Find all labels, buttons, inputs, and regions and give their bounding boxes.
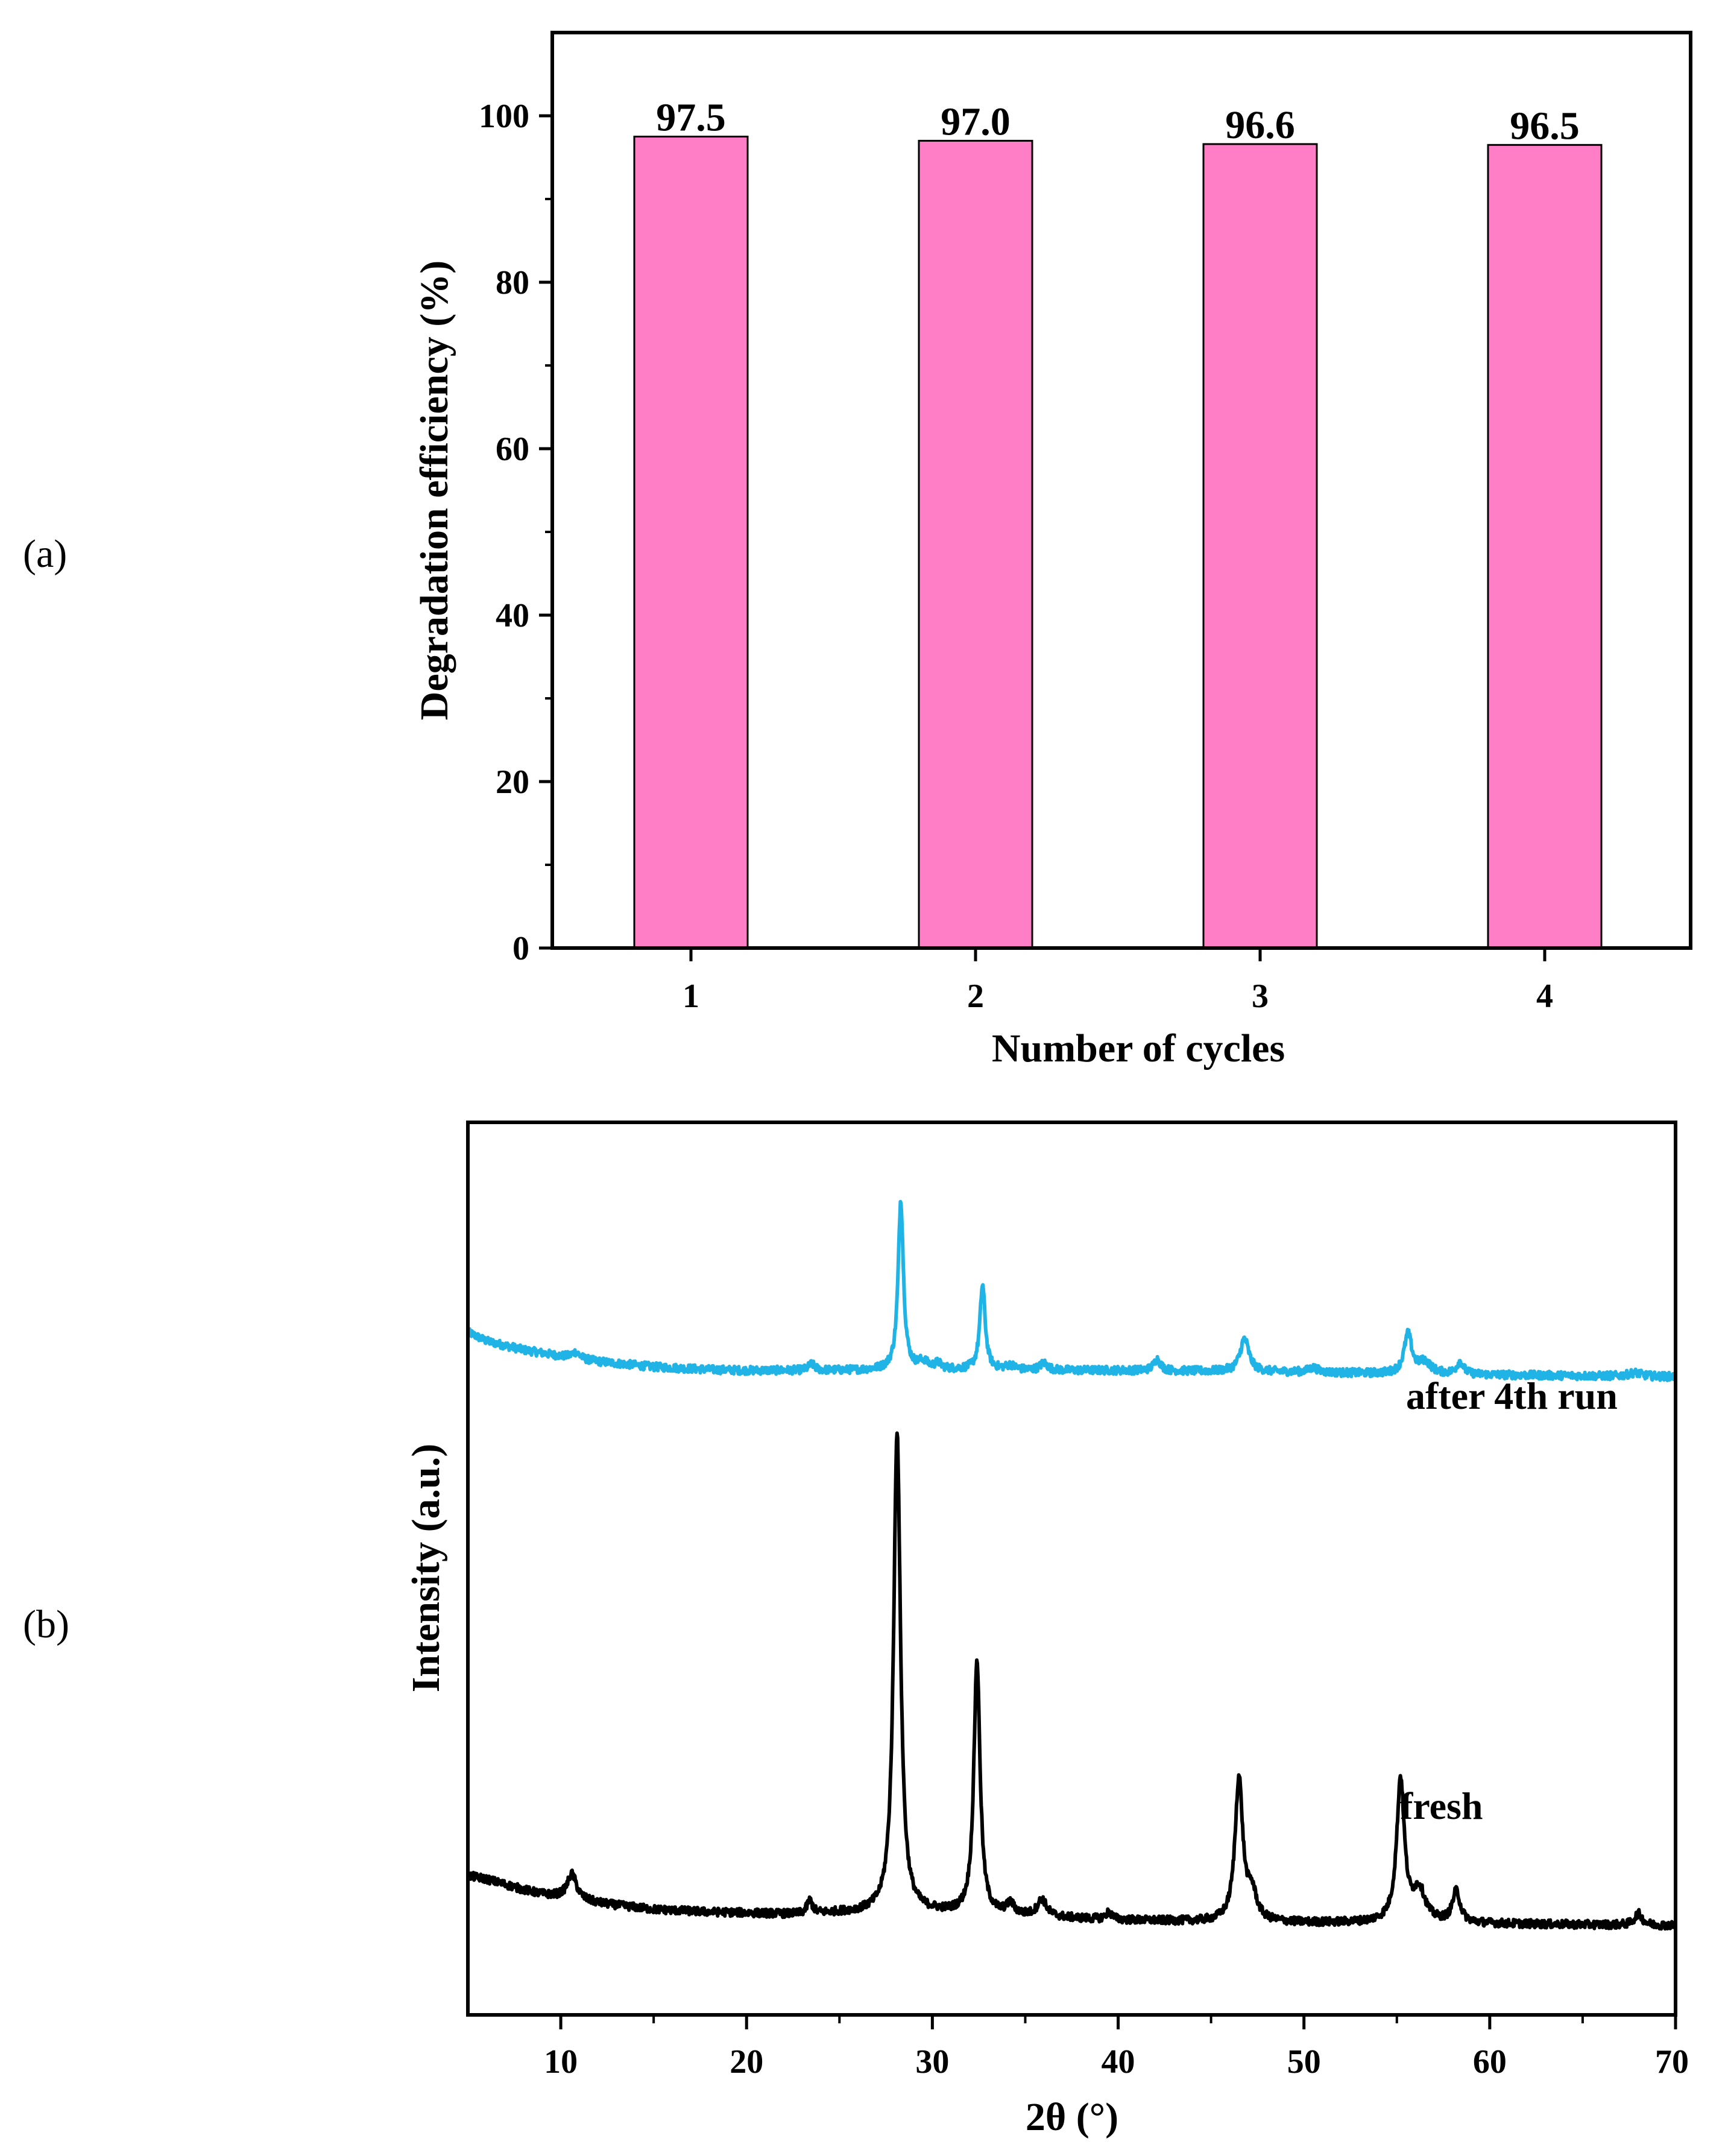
y-tick-label: 60 [496, 431, 529, 468]
bar-chart: 97.5 97.0 96.6 96.5 0 20 40 60 80 100 1 2 3 4 Numbe… [412, 31, 1692, 1070]
bar-cycle-3 [1202, 143, 1318, 949]
y-axis-title: Intensity (a.u.) [404, 1444, 448, 1693]
series-label-after-4th-run: after 4th run [1406, 1374, 1618, 1417]
x-axis-ticks: 10 20 30 40 50 60 70 [544, 2015, 1689, 2081]
y-tick-label: 100 [479, 98, 529, 135]
x-tick-label: 2 [967, 978, 984, 1015]
y-axis-title: Degradation efficiency (%) [412, 261, 456, 720]
x-axis-title: 2θ (°) [1026, 2095, 1118, 2139]
xrd-line-chart: 10 20 30 40 50 60 70 2θ (°) Intensity (a.u.) a… [404, 1121, 1689, 2139]
x-axis-title: Number of cycles [992, 1026, 1285, 1070]
series-line-fresh [466, 1431, 1677, 1931]
x-tick-label: 50 [1287, 2043, 1321, 2081]
x-tick-label: 20 [730, 2043, 763, 2081]
y-tick-label: 0 [512, 930, 529, 967]
panel-b-label: (b) [23, 1602, 69, 1646]
x-axis-ticks: 1 2 3 4 [683, 948, 1553, 1015]
x-tick-label: 70 [1655, 2043, 1689, 2081]
bars-group: 97.5 97.0 96.6 96.5 [633, 96, 1603, 949]
plot-frame [550, 31, 1692, 950]
x-tick-label: 30 [915, 2043, 949, 2081]
bar-cycle-1 [633, 136, 749, 949]
y-tick-label: 80 [496, 264, 529, 302]
x-tick-label: 4 [1536, 978, 1553, 1015]
bar-value-label: 96.6 [1225, 103, 1295, 147]
x-tick-label: 3 [1252, 978, 1269, 1015]
x-tick-label: 60 [1473, 2043, 1507, 2081]
y-tick-label: 40 [496, 597, 529, 634]
x-tick-label: 40 [1102, 2043, 1135, 2081]
y-tick-label: 20 [496, 763, 529, 801]
y-axis-ticks: 0 20 40 60 80 100 [479, 98, 552, 967]
x-tick-label: 10 [544, 2043, 578, 2081]
bar-value-label: 97.5 [656, 96, 726, 140]
panel-a-label: (a) [23, 532, 67, 576]
bar-cycle-2 [918, 139, 1033, 949]
series-group [466, 1200, 1677, 1931]
series-label-fresh: fresh [1400, 1785, 1483, 1827]
x-tick-label: 1 [683, 978, 699, 1015]
bar-value-label: 97.0 [941, 100, 1011, 144]
plot-frame [466, 1121, 1677, 2017]
bar-value-label: 96.5 [1510, 104, 1580, 148]
series-line-after-4th-run [466, 1200, 1677, 1382]
bar-cycle-4 [1487, 144, 1603, 949]
